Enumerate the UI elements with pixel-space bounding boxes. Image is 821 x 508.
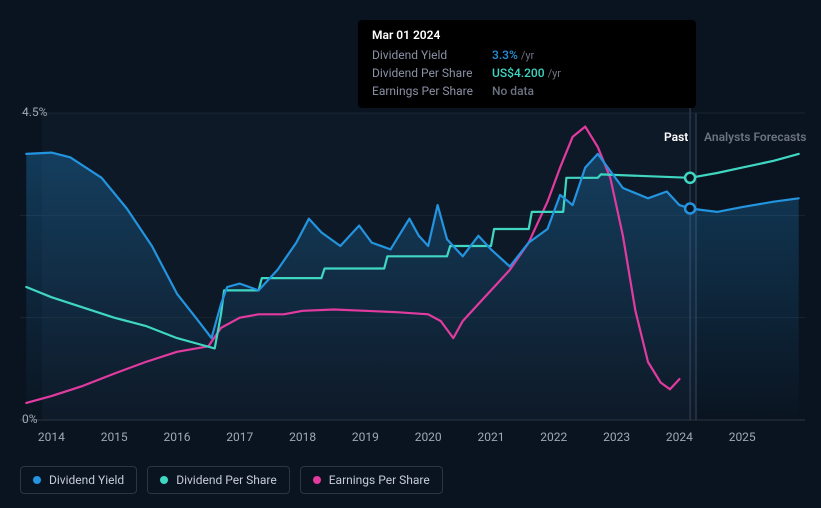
tooltip-row: Dividend Per ShareUS$4.200/yr [372,64,682,82]
tooltip-row-value: No data [492,84,534,98]
x-axis-tick: 2015 [101,430,128,444]
x-axis-tick: 2018 [289,430,316,444]
tooltip-row-label: Dividend Yield [372,48,492,62]
region-label-past: Past [664,130,688,144]
tooltip-row-label: Dividend Per Share [372,66,492,80]
tooltip-row-value: US$4.200 [492,66,545,80]
y-axis-tick: 4.5% [22,105,47,119]
tooltip-date: Mar 01 2024 [372,28,682,42]
x-axis-tick: 2016 [164,430,191,444]
legend-item-earnings-per-share[interactable]: Earnings Per Share [300,466,443,494]
legend-dot [160,476,168,484]
chart-tooltip: Mar 01 2024 Dividend Yield3.3%/yrDividen… [358,20,696,108]
x-axis-tick: 2025 [729,430,756,444]
region-label-forecast: Analysts Forecasts [704,130,806,144]
x-axis-tick: 2022 [540,430,567,444]
x-axis-tick: 2023 [603,430,630,444]
tooltip-row-suffix: /yr [548,67,561,80]
tooltip-row: Dividend Yield3.3%/yr [372,46,682,64]
tooltip-row-label: Earnings Per Share [372,84,492,98]
legend-dot [313,476,321,484]
legend-dot [33,476,41,484]
x-axis-tick: 2014 [38,430,65,444]
legend-item-dividend-per-share[interactable]: Dividend Per Share [147,466,290,494]
legend-label: Earnings Per Share [329,473,430,487]
legend-item-dividend-yield[interactable]: Dividend Yield [20,466,137,494]
x-axis-tick: 2020 [415,430,442,444]
tooltip-row: Earnings Per ShareNo data [372,82,682,100]
x-axis-tick: 2024 [666,430,693,444]
legend-label: Dividend Yield [49,473,124,487]
y-axis-tick: 0% [22,412,38,426]
x-axis-tick: 2021 [478,430,505,444]
tooltip-row-value: 3.3% [492,48,518,62]
tooltip-row-suffix: /yr [521,49,534,62]
legend-label: Dividend Per Share [176,473,277,487]
x-axis-tick: 2019 [352,430,379,444]
x-axis-tick: 2017 [226,430,253,444]
dividend-chart: Mar 01 2024 Dividend Yield3.3%/yrDividen… [0,0,821,508]
chart-legend: Dividend Yield Dividend Per Share Earnings… [20,466,443,494]
